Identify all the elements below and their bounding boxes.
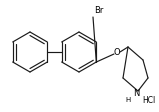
Text: Br: Br xyxy=(94,5,103,14)
Text: H: H xyxy=(125,97,131,103)
Text: HCl: HCl xyxy=(142,96,155,104)
Text: N: N xyxy=(133,88,139,98)
Text: O: O xyxy=(114,47,120,56)
